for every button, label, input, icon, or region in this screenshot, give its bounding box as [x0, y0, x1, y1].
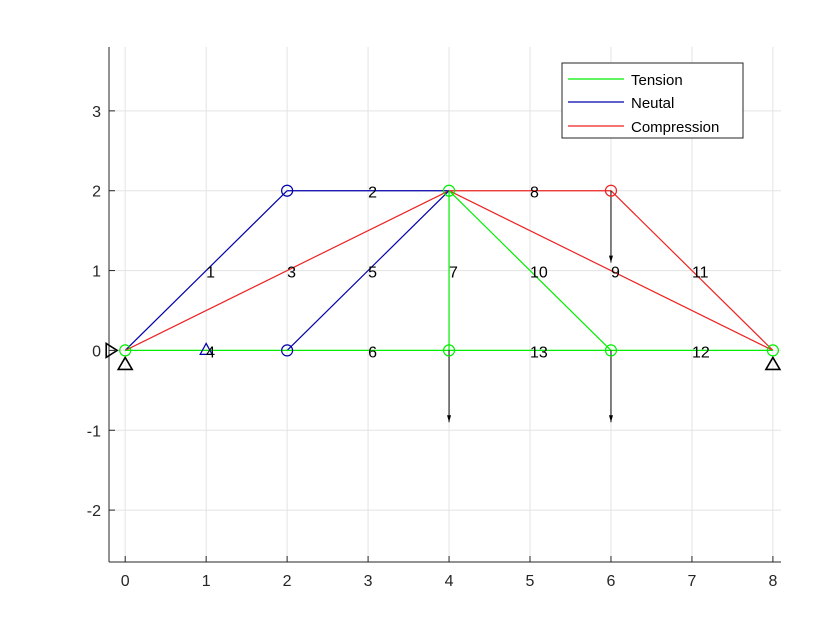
truss-members: [124, 190, 774, 352]
roller-support-icon: [105, 341, 119, 359]
x-tick-label: 6: [607, 573, 616, 590]
truss-member-9: [448, 190, 774, 351]
member-label-8: 8: [530, 185, 539, 202]
x-tick-label: 5: [526, 573, 535, 590]
member-label-10: 10: [530, 265, 548, 282]
truss-node-5: [442, 344, 456, 357]
member-label-13: 13: [530, 344, 548, 361]
truss-node-3: [281, 344, 294, 357]
member-label-1: 1: [206, 265, 215, 282]
truss-node-8: [766, 344, 780, 357]
x-tick-label: 1: [202, 573, 211, 590]
y-tick-label: 0: [92, 343, 101, 360]
y-tick-label: -1: [87, 423, 101, 440]
load-arrow-head: [608, 415, 613, 423]
load-arrows: [447, 190, 613, 423]
truss-member-3: [124, 190, 450, 351]
truss-node-1: [119, 344, 132, 357]
truss-node-6: [604, 184, 618, 197]
truss-node-7: [604, 344, 618, 357]
x-tick-label: 2: [283, 573, 292, 590]
truss-nodes: [119, 184, 780, 357]
truss-node-2: [281, 184, 294, 197]
member-label-3: 3: [287, 265, 296, 282]
y-tick-label: 1: [92, 264, 101, 281]
x-tick-label: 0: [121, 573, 130, 590]
member-label-12: 12: [692, 344, 710, 361]
member-label-5: 5: [368, 265, 377, 282]
x-tick-label: 8: [768, 573, 777, 590]
member-label-4: 4: [206, 344, 215, 361]
truss-member-10: [448, 190, 612, 351]
legend-label-neutral: Neutal: [631, 95, 674, 112]
member-label-9: 9: [611, 265, 620, 282]
truss-member-1: [124, 190, 288, 351]
legend: Tension Neutal Compression: [561, 62, 744, 139]
y-tick-label: 3: [92, 104, 101, 121]
x-tick-label: 3: [364, 573, 373, 590]
y-tick-label: 2: [92, 184, 101, 201]
member-label-2: 2: [368, 185, 377, 202]
pin-support-icon: [764, 355, 782, 371]
legend-label-tension: Tension: [631, 72, 683, 89]
member-label-11: 11: [692, 265, 709, 282]
pin-support-icon: [116, 355, 134, 371]
member-label-7: 7: [449, 265, 458, 282]
supports: [105, 341, 782, 371]
triangle-marker-icon: [199, 342, 214, 356]
truss-member-11: [610, 190, 774, 351]
y-tick-label: -2: [87, 503, 101, 520]
load-arrow-head: [447, 415, 452, 423]
truss-member-5: [286, 190, 450, 351]
x-tick-label: 7: [687, 573, 696, 590]
load-arrow-head: [608, 255, 613, 263]
legend-label-compression: Compression: [631, 119, 719, 136]
truss-node-4: [442, 184, 456, 197]
x-tick-label: 4: [445, 573, 454, 590]
member-label-6: 6: [368, 344, 377, 361]
